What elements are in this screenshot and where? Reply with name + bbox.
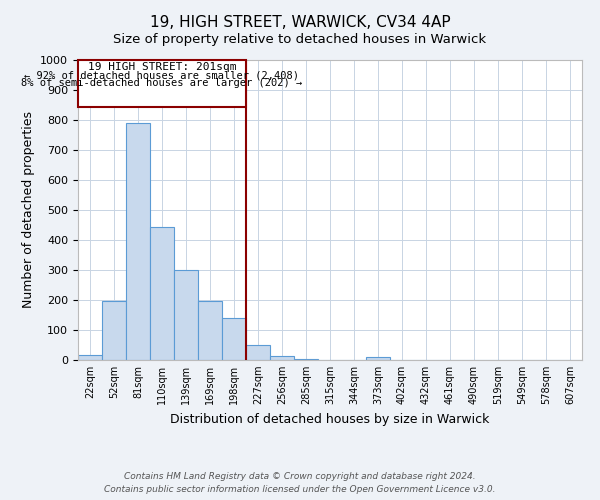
X-axis label: Distribution of detached houses by size in Warwick: Distribution of detached houses by size … bbox=[170, 412, 490, 426]
Bar bbox=[246, 345, 270, 360]
Text: Contains HM Land Registry data © Crown copyright and database right 2024.
Contai: Contains HM Land Registry data © Crown c… bbox=[104, 472, 496, 494]
Bar bbox=[270, 356, 294, 360]
Bar bbox=[126, 123, 150, 360]
Bar bbox=[78, 354, 102, 360]
Y-axis label: Number of detached properties: Number of detached properties bbox=[22, 112, 35, 308]
Bar bbox=[198, 301, 222, 360]
Text: ← 92% of detached houses are smaller (2,408): ← 92% of detached houses are smaller (2,… bbox=[25, 70, 299, 81]
Bar bbox=[102, 301, 126, 360]
Bar bbox=[366, 357, 390, 360]
Bar bbox=[174, 270, 198, 360]
Text: 8% of semi-detached houses are larger (202) →: 8% of semi-detached houses are larger (2… bbox=[22, 78, 302, 88]
Text: 19, HIGH STREET, WARWICK, CV34 4AP: 19, HIGH STREET, WARWICK, CV34 4AP bbox=[149, 15, 451, 30]
Bar bbox=[222, 318, 246, 360]
Bar bbox=[78, 60, 246, 106]
Text: 19 HIGH STREET: 201sqm: 19 HIGH STREET: 201sqm bbox=[88, 62, 236, 72]
Text: Size of property relative to detached houses in Warwick: Size of property relative to detached ho… bbox=[113, 32, 487, 46]
Bar bbox=[294, 358, 318, 360]
Bar bbox=[150, 226, 174, 360]
